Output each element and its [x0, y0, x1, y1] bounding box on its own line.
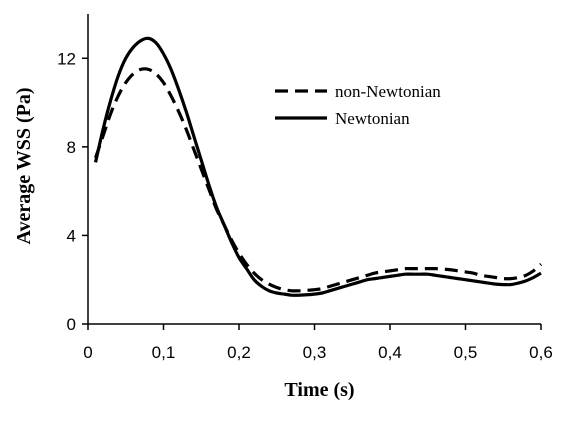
y-tick-label: 8 — [67, 138, 76, 157]
legend-label-non-newtonian: non-Newtonian — [335, 82, 441, 101]
y-tick-label: 0 — [67, 315, 76, 334]
x-tick-label: 0,6 — [529, 343, 553, 362]
legend-label-newtonian: Newtonian — [335, 109, 410, 128]
series-line-non-newtonian — [94, 67, 543, 293]
x-tick-label: 0 — [83, 343, 92, 362]
x-tick-label: 0,4 — [378, 343, 402, 362]
x-tick-label: 0,1 — [152, 343, 176, 362]
axes: 0 4 8 12 0 0,1 0,2 0,3 0,4 0,5 0,6 — [57, 14, 553, 362]
x-tick-label: 0,2 — [227, 343, 251, 362]
x-tick-label: 0,3 — [303, 343, 327, 362]
y-tick-label: 4 — [67, 226, 76, 245]
x-axis-title: Time (s) — [284, 379, 354, 401]
series-line-newtonian — [93, 36, 542, 297]
legend: non-Newtonian Newtonian — [275, 82, 441, 128]
y-tick-label: 12 — [57, 49, 76, 68]
series-lines — [93, 36, 543, 297]
y-axis-title: Average WSS (Pa) — [13, 87, 35, 244]
x-tick-label: 0,5 — [454, 343, 478, 362]
